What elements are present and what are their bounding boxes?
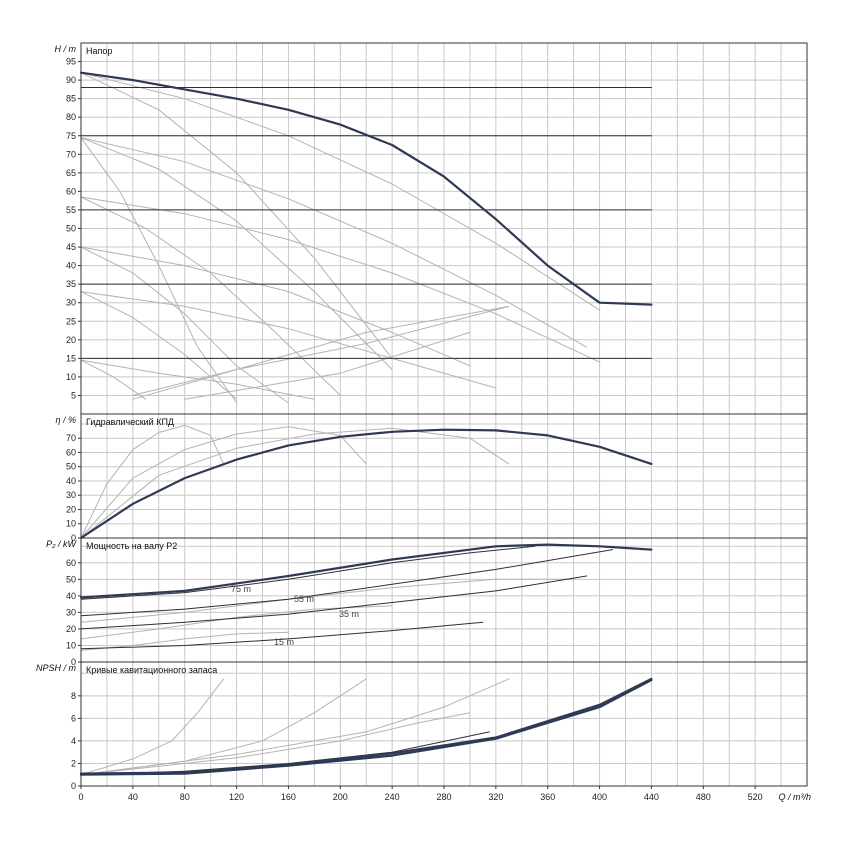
curve-family-2-7 — [80, 631, 289, 651]
curve-family-1-2 — [80, 426, 367, 539]
y-tick-label: 50 — [66, 462, 76, 472]
y-tick-label: 60 — [66, 447, 76, 457]
y-tick-label: 10 — [66, 372, 76, 382]
x-tick-label: 320 — [488, 792, 503, 802]
y-tick-label: 5 — [71, 390, 76, 400]
curve-family-2-5 — [80, 578, 575, 623]
x-tick-label: 160 — [281, 792, 296, 802]
y-tick-label: 40 — [66, 261, 76, 271]
x-axis-label: Q / m³/h — [778, 792, 811, 802]
curve-family-0-14 — [80, 246, 471, 367]
y-axis-label: η / % — [55, 415, 76, 425]
y-tick-label: 0 — [71, 781, 76, 791]
curve-duty-2-4 — [80, 621, 484, 650]
y-tick-label: 80 — [66, 112, 76, 122]
curve-max-0-0 — [79, 71, 653, 306]
curve-family-0-13 — [80, 196, 341, 396]
y-tick-label: 50 — [66, 574, 76, 584]
curve-family-0-11 — [80, 137, 238, 404]
y-tick-label: 10 — [66, 640, 76, 650]
x-tick-label: 240 — [385, 792, 400, 802]
y-tick-label: 20 — [66, 624, 76, 634]
y-tick-label: 40 — [66, 476, 76, 486]
y-tick-label: 6 — [71, 713, 76, 723]
curve-duty-2-3 — [80, 575, 588, 630]
curve-label-35-m: 35 m — [339, 609, 359, 619]
y-tick-label: 10 — [66, 519, 76, 529]
curve-family-0-7 — [80, 72, 601, 311]
y-tick-label: 70 — [66, 433, 76, 443]
y-tick-label: 95 — [66, 57, 76, 67]
y-tick-label: 60 — [66, 558, 76, 568]
curve-duty-2-1 — [80, 545, 536, 600]
curve-family-0-12 — [80, 196, 601, 363]
x-tick-label: 440 — [644, 792, 659, 802]
x-tick-label: 0 — [78, 792, 83, 802]
y-tick-label: 30 — [66, 490, 76, 500]
x-tick-label: 280 — [436, 792, 451, 802]
y-tick-label: 50 — [66, 224, 76, 234]
y-tick-label: 4 — [71, 736, 76, 746]
y-axis-label: H / m — [55, 44, 77, 54]
curve-label-55-m: 55 m — [294, 594, 314, 604]
curve-family-0-22 — [132, 305, 510, 400]
y-tick-label: 65 — [66, 168, 76, 178]
curve-family-0-8 — [80, 72, 393, 359]
y-tick-label: 8 — [71, 691, 76, 701]
curve-family-0-9 — [80, 137, 588, 348]
y-tick-label: 15 — [66, 353, 76, 363]
curve-family-0-15 — [80, 246, 289, 404]
x-tick-label: 400 — [592, 792, 607, 802]
y-tick-label: 55 — [66, 205, 76, 215]
y-tick-label: 20 — [66, 504, 76, 514]
y-tick-label: 75 — [66, 131, 76, 141]
panel-title: Мощность на валу P2 — [86, 541, 177, 551]
curve-max-1-0 — [79, 428, 653, 540]
panel-title: Гидравлический КПД — [86, 417, 174, 427]
y-tick-label: 85 — [66, 94, 76, 104]
y-tick-label: 0 — [71, 657, 76, 667]
y-tick-label: 60 — [66, 186, 76, 196]
curve-family-3-6 — [80, 712, 471, 776]
y-tick-label: 90 — [66, 75, 76, 85]
x-tick-label: 120 — [229, 792, 244, 802]
curve-family-0-10 — [80, 137, 393, 370]
curve-max-2-0 — [79, 543, 653, 599]
x-tick-label: 360 — [540, 792, 555, 802]
y-tick-label: 45 — [66, 242, 76, 252]
curve-family-0-20 — [132, 305, 510, 396]
curve-family-0-19 — [80, 359, 147, 400]
x-tick-label: 40 — [128, 792, 138, 802]
y-tick-label: 25 — [66, 316, 76, 326]
curve-family-1-1 — [80, 424, 225, 539]
y-tick-label: 30 — [66, 298, 76, 308]
y-tick-label: 2 — [71, 758, 76, 768]
curve-family-1-3 — [80, 427, 510, 539]
curve-family-3-3 — [80, 678, 225, 776]
curve-family-3-5 — [80, 678, 510, 776]
y-tick-label: 0 — [71, 533, 76, 543]
curve-max-3-1 — [79, 678, 653, 776]
panel-title: Кривые кавитационного запаса — [86, 665, 217, 675]
y-tick-label: 20 — [66, 335, 76, 345]
x-tick-label: 200 — [333, 792, 348, 802]
y-tick-label: 70 — [66, 149, 76, 159]
y-tick-label: 40 — [66, 591, 76, 601]
x-tick-label: 80 — [180, 792, 190, 802]
x-tick-label: 520 — [748, 792, 763, 802]
y-tick-label: 30 — [66, 607, 76, 617]
y-axis-label: P₂ / kW — [46, 539, 77, 549]
curve-family-0-16 — [80, 291, 497, 389]
x-tick-label: 480 — [696, 792, 711, 802]
curve-label-75-m: 75 m — [231, 584, 251, 594]
curve-label-15-m: 15 m — [274, 637, 294, 647]
y-tick-label: 35 — [66, 279, 76, 289]
panel-title: Напор — [86, 46, 112, 56]
y-axis-label: NPSH / m — [36, 663, 77, 673]
curve-duty-2-2 — [80, 549, 613, 617]
curve-family-0-21 — [184, 331, 471, 400]
